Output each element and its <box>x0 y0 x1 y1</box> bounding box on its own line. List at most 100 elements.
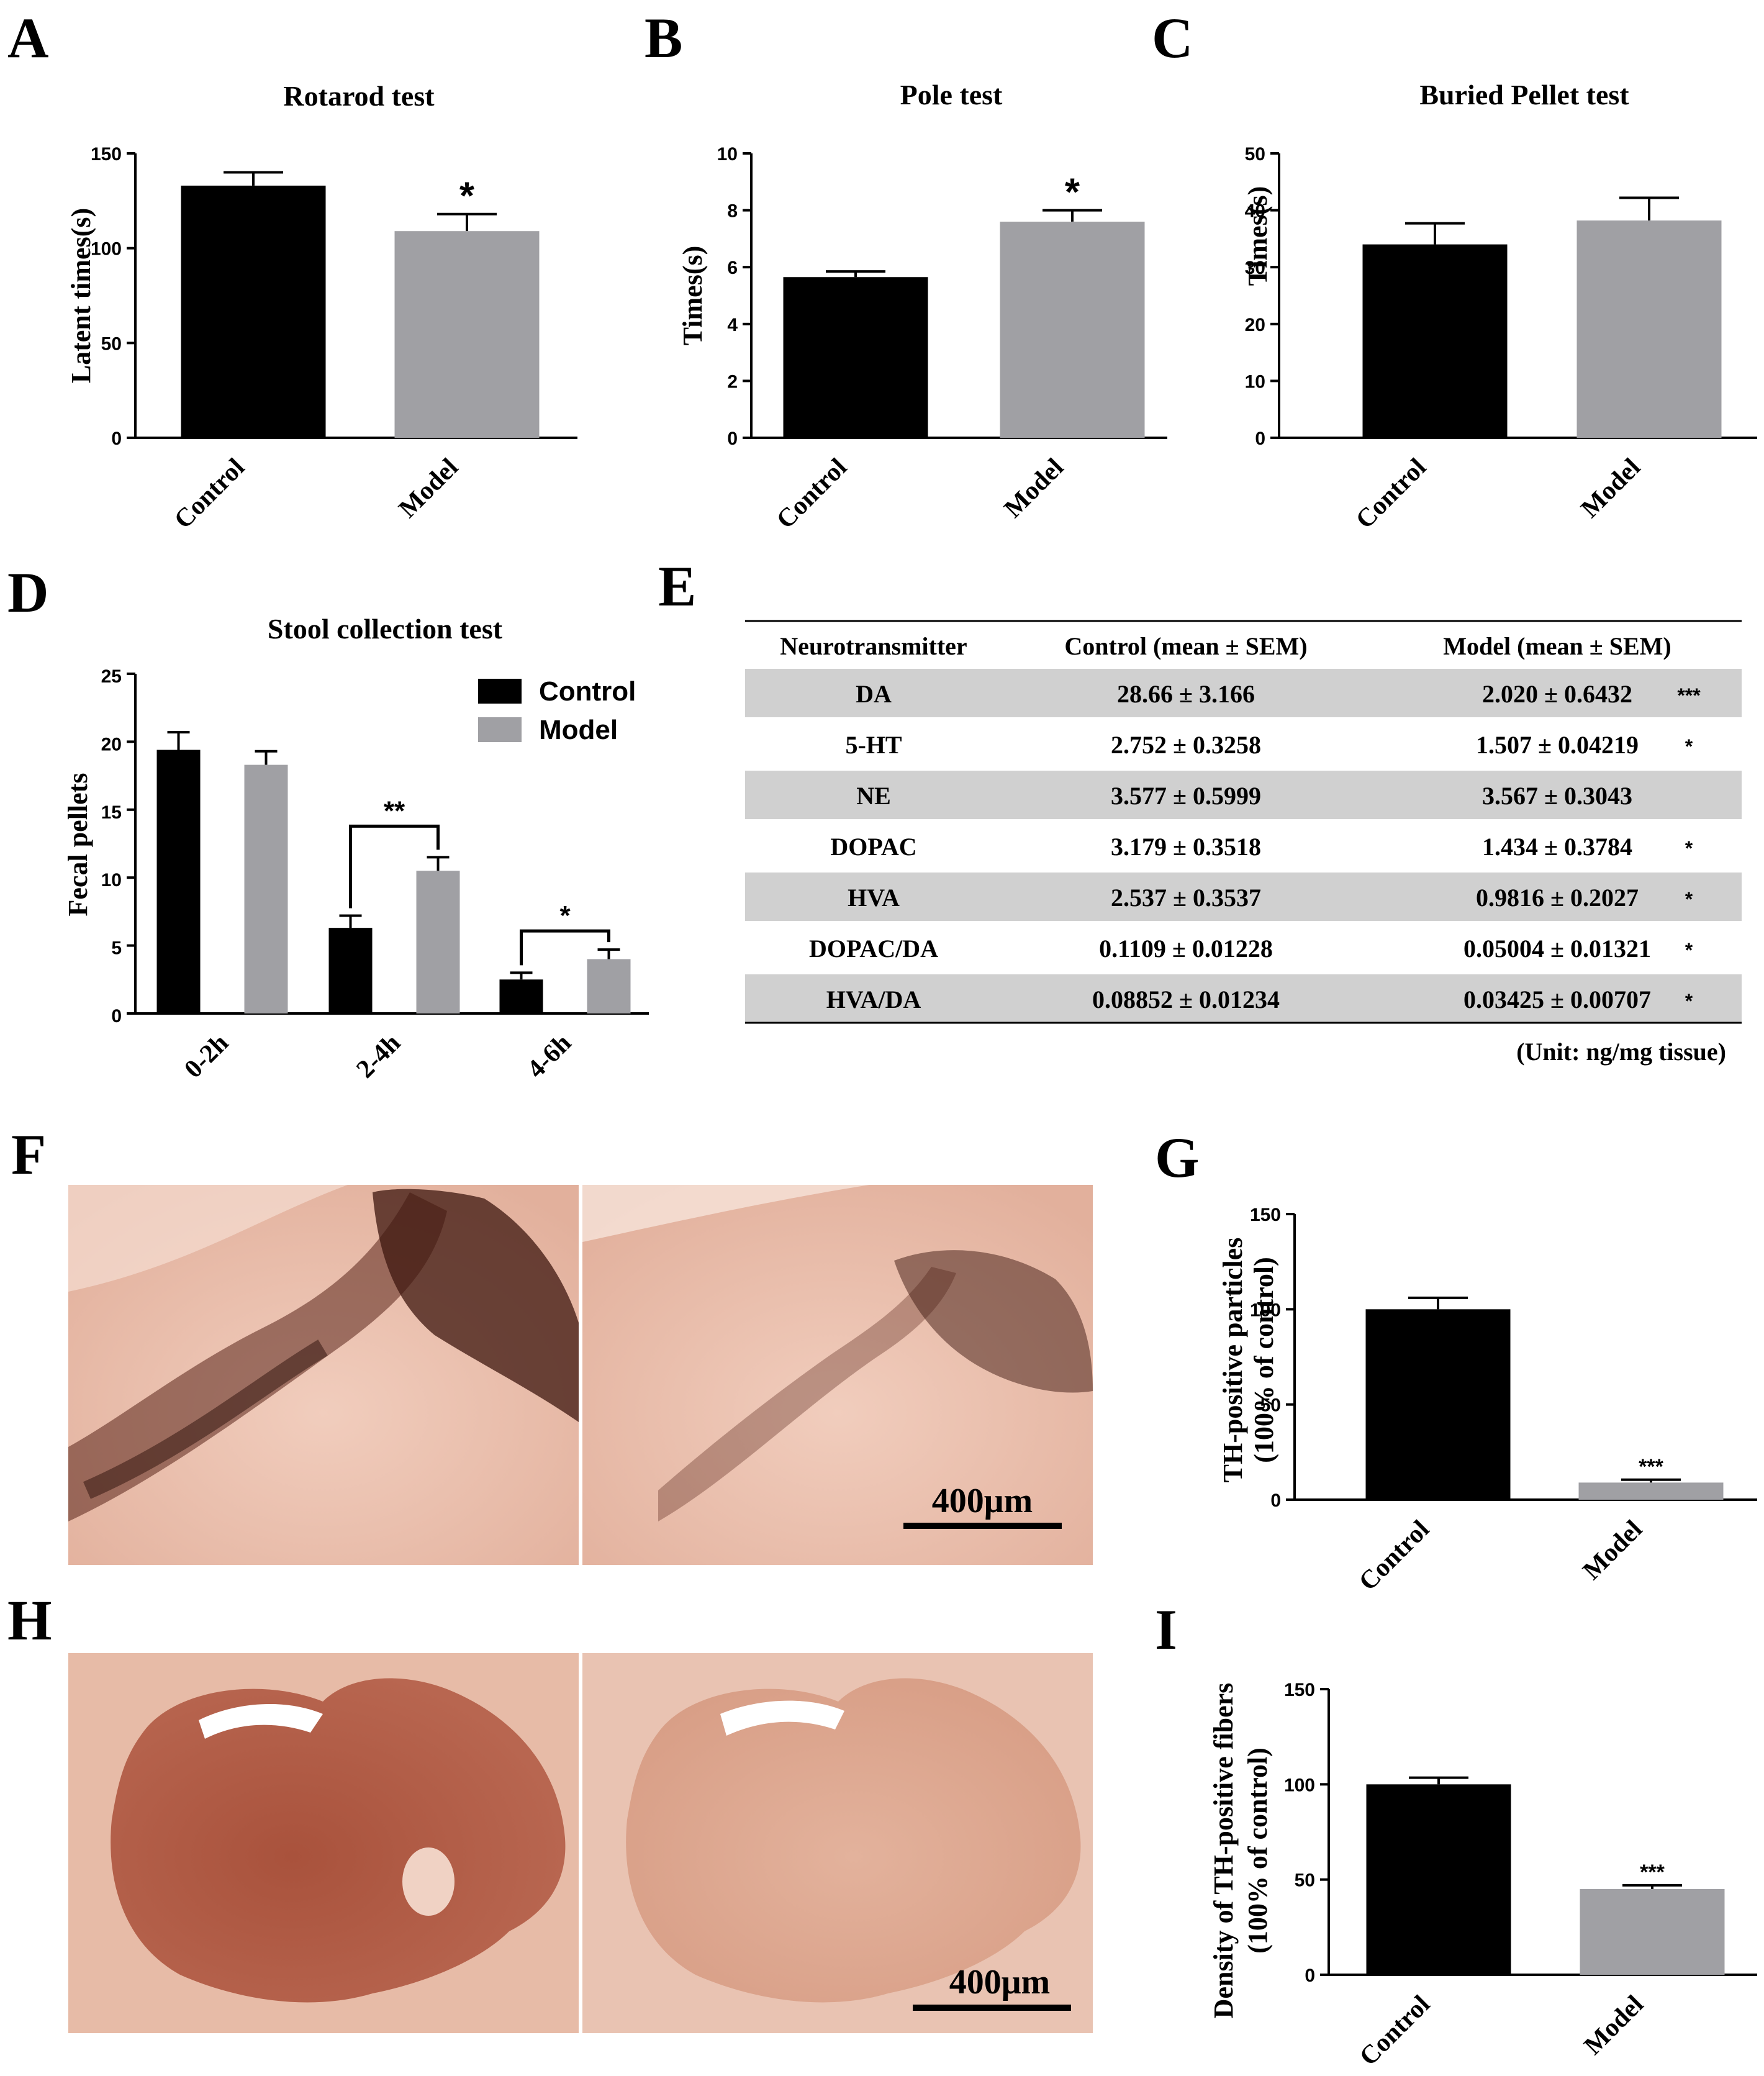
legend-swatch-control <box>478 679 522 704</box>
y-tick-label: 30 <box>1245 258 1265 278</box>
y-tick-label: 6 <box>727 258 738 278</box>
table-significance: * <box>1685 939 1693 961</box>
significance-marker: * <box>559 900 571 931</box>
legend-swatch-model <box>478 717 522 742</box>
significance-marker: *** <box>1639 1455 1663 1479</box>
significance-marker: *** <box>1640 1861 1665 1884</box>
y-axis-label-line2: (100% of control) <box>1249 1257 1279 1463</box>
table-cell-model: 3.567 ± 0.3043 <box>1482 782 1632 810</box>
bar-control <box>181 185 326 438</box>
y-tick-label: 0 <box>111 428 122 449</box>
micrograph-f-model: 400μm <box>582 1185 1093 1565</box>
significance-marker: ** <box>384 795 405 826</box>
table-cell-control: 0.08852 ± 0.01234 <box>1092 986 1280 1013</box>
legend-label-control: Control <box>539 676 636 707</box>
bar-control <box>1366 1784 1511 1975</box>
y-tick-label: 50 <box>1295 1870 1315 1891</box>
y-axis-label: Fecal pellets <box>63 773 93 917</box>
table-header: Model (mean ± SEM) <box>1443 632 1671 660</box>
bar-model <box>1578 1482 1724 1500</box>
table-cell-model: 0.03425 ± 0.00707 <box>1463 986 1651 1013</box>
panel-label-c: C <box>1152 6 1193 70</box>
y-axis-label: Times(s) <box>677 246 708 346</box>
bar-control <box>783 277 928 438</box>
table-cell-name: DA <box>856 680 892 708</box>
table-cell-name: 5-HT <box>845 731 902 759</box>
y-axis-label: TH-positive particles <box>1218 1238 1248 1483</box>
y-tick-label: 0 <box>727 428 738 449</box>
panel-label-d: D <box>7 561 48 624</box>
stool-chart: Stool collection test 0 5 10 15 20 25 Fecal pel… <box>63 613 649 1084</box>
pole-chart: Pole test 0 2 4 6 8 10 Times(s) Control Model * <box>677 79 1167 535</box>
table-cell-control: 3.179 ± 0.3518 <box>1111 833 1261 861</box>
table-significance: * <box>1685 837 1693 859</box>
x-category-label: 4-6h <box>522 1029 577 1084</box>
y-tick-label: 50 <box>1260 1395 1281 1416</box>
y-tick-label: 20 <box>1245 315 1265 335</box>
x-category-label: 0-2h <box>179 1029 234 1084</box>
bar-control <box>1362 244 1508 438</box>
bar-model <box>1000 221 1145 438</box>
micrograph-f: 400μm <box>68 1185 1093 1565</box>
table-unit-note: (Unit: ng/mg tissue) <box>1516 1038 1726 1066</box>
table-cell-name: HVA/DA <box>826 986 921 1013</box>
significance-bracket <box>349 824 440 909</box>
y-axis-label-line2: (100% of control) <box>1242 1747 1273 1954</box>
bar-model-0-2h <box>244 764 288 1013</box>
legend-label-model: Model <box>539 715 618 745</box>
y-tick-label: 50 <box>101 333 122 354</box>
significance-bracket <box>520 929 610 966</box>
chart-title: Buried Pellet test <box>1419 79 1629 111</box>
table-cell-model: 0.05004 ± 0.01321 <box>1463 935 1651 963</box>
y-tick-label: 0 <box>1255 428 1265 449</box>
scale-label-h: 400μm <box>949 1963 1050 2001</box>
significance-marker: * <box>1065 171 1080 214</box>
chart-title: Pole test <box>900 79 1003 111</box>
scale-bar-f <box>903 1523 1062 1529</box>
table-cell-control: 28.66 ± 3.166 <box>1117 680 1255 708</box>
table-row-stripe <box>745 669 1742 717</box>
th-fibers-chart: 0 50 100 150 Density of TH-positive fibers (1… <box>1208 1680 1757 2072</box>
x-category-label: Control <box>1354 1990 1436 2072</box>
y-tick-label: 10 <box>717 144 738 165</box>
y-tick-label: 25 <box>101 666 122 687</box>
y-tick-label: 8 <box>727 201 738 222</box>
panel-label-h: H <box>7 1589 52 1652</box>
y-tick-label: 0 <box>1305 1965 1315 1986</box>
chart-title: Stool collection test <box>268 613 503 645</box>
table-row-stripe <box>745 771 1742 819</box>
y-tick-label: 150 <box>1250 1205 1281 1225</box>
x-category-label: Model <box>394 453 464 524</box>
x-category-label: 2-4h <box>351 1029 406 1084</box>
bar-model-2-4h <box>416 871 460 1013</box>
x-category-label: Model <box>1578 1515 1648 1585</box>
table-cell-control: 2.752 ± 0.3258 <box>1111 731 1261 759</box>
table-row-stripe <box>745 873 1742 921</box>
table-cell-name: NE <box>856 782 891 810</box>
table-significance: * <box>1685 990 1693 1012</box>
micrograph-h-control <box>68 1653 579 2033</box>
x-category-label: Model <box>1576 453 1646 524</box>
neurotransmitter-table: Neurotransmitter Control (mean ± SEM) Mode… <box>745 620 1742 1066</box>
y-axis-label: Latent times(s) <box>66 208 96 383</box>
y-tick-label: 15 <box>101 802 122 823</box>
y-tick-label: 100 <box>1284 1775 1315 1795</box>
table-cell-control: 3.577 ± 0.5999 <box>1111 782 1261 810</box>
x-category-label: Control <box>1354 1515 1435 1597</box>
micrograph-f-control <box>68 1185 579 1565</box>
table-cell-model: 1.507 ± 0.04219 <box>1476 731 1639 759</box>
x-category-label: Control <box>771 453 853 535</box>
panel-label-f: F <box>11 1123 46 1186</box>
scale-label-f: 400μm <box>932 1482 1033 1520</box>
bar-control <box>1365 1309 1511 1500</box>
panel-label-e: E <box>658 555 696 618</box>
bar-model <box>394 231 540 438</box>
x-category-label: Control <box>1350 453 1432 535</box>
buried-pellet-chart: Buried Pellet test 0 10 20 30 40 50 Times(s) Con… <box>1242 79 1757 535</box>
table-cell-model: 0.9816 ± 0.2027 <box>1476 884 1639 912</box>
y-tick-label: 100 <box>91 239 122 260</box>
y-axis-label: Times(s) <box>1242 186 1273 286</box>
bar-model <box>1580 1889 1725 1975</box>
y-tick-label: 5 <box>111 938 122 959</box>
